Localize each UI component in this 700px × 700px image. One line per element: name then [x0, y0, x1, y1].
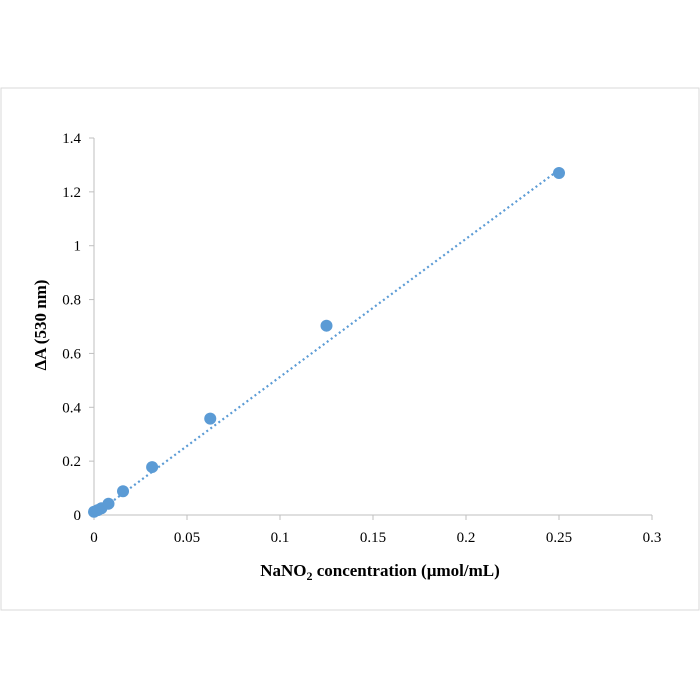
data-point [102, 497, 115, 510]
data-point [117, 485, 130, 498]
y-axis-title: ΔA (530 nm) [31, 280, 50, 371]
x-axis-ticks: 0 0.05 0.1 0.15 0.2 0.25 0.3 [90, 515, 661, 546]
x-tick-label: 0.25 [546, 530, 572, 546]
x-tick-label: 0.05 [174, 530, 200, 546]
y-tick-label: 1 [74, 239, 82, 255]
x-tick-label: 0.2 [457, 530, 476, 546]
y-axis-ticks: 0 0.2 0.4 0.6 0.8 1 1.2 1.4 [62, 131, 94, 524]
y-tick-label: 0 [74, 508, 82, 524]
trendline [93, 168, 560, 516]
x-tick-label: 0.15 [360, 530, 386, 546]
x-tick-label: 0.3 [643, 530, 662, 546]
x-axis-title: NaNO2 concentration (µmol/mL) [260, 561, 500, 583]
data-points [88, 167, 565, 518]
y-tick-label: 0.8 [62, 293, 81, 309]
data-point [146, 461, 159, 474]
y-tick-label: 0.6 [62, 346, 81, 362]
chart-border [0, 87, 700, 611]
x-tick-label: 0 [90, 530, 98, 546]
x-axis-title-subscript: 2 [306, 569, 312, 583]
data-point [204, 412, 217, 425]
data-point [320, 319, 333, 332]
y-tick-label: 1.2 [62, 185, 81, 201]
data-point [553, 167, 565, 180]
x-tick-label: 0.1 [271, 530, 290, 546]
y-tick-label: 0.4 [62, 400, 81, 416]
y-tick-label: 1.4 [62, 131, 81, 147]
y-tick-label: 0.2 [62, 454, 81, 470]
